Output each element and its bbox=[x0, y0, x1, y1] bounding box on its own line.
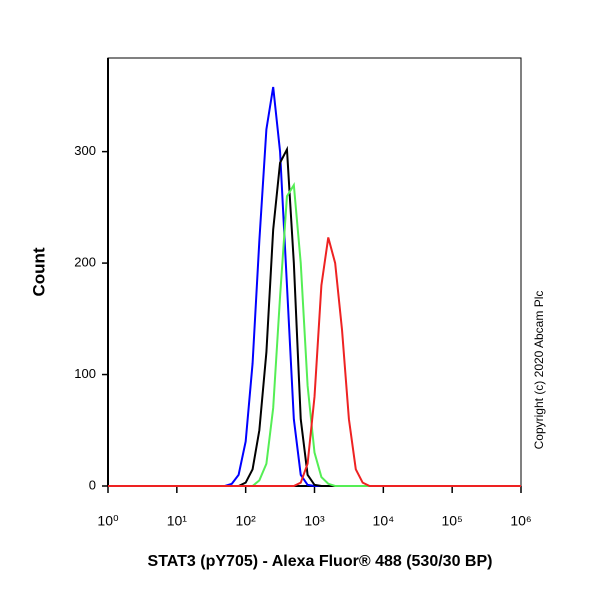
x-tick-label: 10⁵ bbox=[441, 513, 462, 529]
x-axis-label: STAT3 (pY705) - Alexa Fluor® 488 (530/30… bbox=[148, 553, 493, 570]
x-tick-label: 10⁴ bbox=[373, 513, 395, 529]
x-tick-label: 10⁶ bbox=[510, 513, 531, 529]
x-tick-label: 10⁰ bbox=[97, 513, 119, 529]
y-axis-label: Count bbox=[29, 247, 48, 296]
x-tick-label: 10¹ bbox=[167, 513, 188, 529]
histogram-line bbox=[108, 86, 521, 487]
copyright: Copyright (c) 2020 Abcam Plc bbox=[532, 291, 546, 450]
histogram-line bbox=[108, 145, 521, 487]
y-tick-label: 100 bbox=[74, 366, 96, 381]
y-tick-label: 200 bbox=[74, 255, 96, 270]
histogram-line bbox=[108, 237, 521, 487]
y-tick-label: 0 bbox=[89, 477, 96, 492]
plot-frame bbox=[107, 57, 522, 487]
x-tick-label: 10³ bbox=[304, 513, 325, 529]
histogram-line bbox=[108, 181, 521, 487]
x-tick-label: 10² bbox=[236, 513, 257, 529]
y-tick-label: 300 bbox=[74, 143, 96, 158]
